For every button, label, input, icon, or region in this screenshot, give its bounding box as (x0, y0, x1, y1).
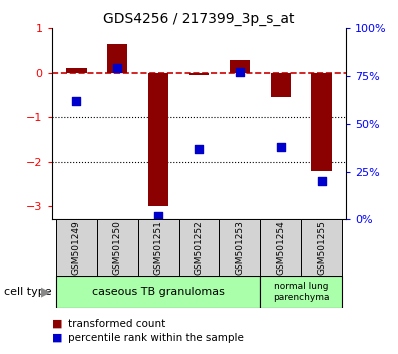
Text: cell type: cell type (4, 287, 52, 297)
Bar (138, 219, 179, 276)
Bar (148, 73, 168, 206)
Text: GSM501250: GSM501250 (113, 220, 122, 275)
Text: GSM501249: GSM501249 (72, 221, 81, 275)
Text: GSM501255: GSM501255 (317, 220, 326, 275)
Point (196, 146, 202, 152)
Bar (189, 73, 209, 75)
Bar (107, 44, 127, 73)
Title: GDS4256 / 217399_3p_s_at: GDS4256 / 217399_3p_s_at (103, 12, 295, 26)
Text: GSM501252: GSM501252 (195, 221, 203, 275)
Text: percentile rank within the sample: percentile rank within the sample (68, 333, 244, 343)
Text: GSM501251: GSM501251 (154, 220, 163, 275)
Bar (260, 276, 342, 308)
Bar (219, 219, 260, 276)
Text: ■: ■ (52, 333, 62, 343)
Point (155, 213, 161, 218)
Text: ■: ■ (52, 319, 62, 329)
Text: GSM501254: GSM501254 (276, 221, 285, 275)
Text: normal lung
parenchyma: normal lung parenchyma (273, 282, 330, 302)
Point (114, 65, 120, 71)
Bar (56, 276, 260, 308)
Bar (260, 219, 301, 276)
Bar (56, 219, 97, 276)
Bar (179, 219, 219, 276)
Bar (97, 219, 138, 276)
Point (73, 98, 80, 104)
Point (278, 144, 284, 150)
Bar (230, 60, 250, 73)
Bar (66, 68, 86, 73)
Bar (271, 73, 291, 97)
Point (237, 69, 243, 75)
Text: caseous TB granulomas: caseous TB granulomas (92, 287, 224, 297)
Text: GSM501253: GSM501253 (235, 220, 244, 275)
Point (318, 178, 325, 184)
Bar (312, 73, 332, 171)
Bar (301, 219, 342, 276)
Text: ▶: ▶ (41, 286, 51, 298)
Text: transformed count: transformed count (68, 319, 165, 329)
